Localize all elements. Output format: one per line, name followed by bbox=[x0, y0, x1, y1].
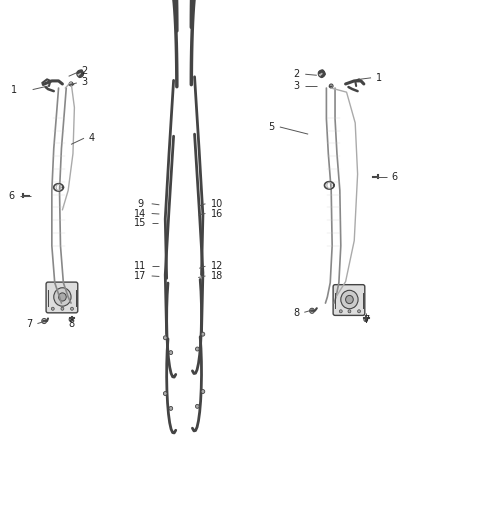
Text: 7: 7 bbox=[26, 318, 33, 329]
Circle shape bbox=[51, 307, 54, 310]
Text: 16: 16 bbox=[211, 208, 223, 219]
Text: 4: 4 bbox=[88, 133, 94, 143]
Circle shape bbox=[71, 307, 73, 310]
Circle shape bbox=[61, 307, 64, 310]
Text: 14: 14 bbox=[134, 208, 146, 219]
Text: 3: 3 bbox=[81, 77, 87, 87]
Text: 6: 6 bbox=[8, 190, 14, 201]
Text: 5: 5 bbox=[268, 122, 275, 132]
Circle shape bbox=[364, 317, 368, 322]
Circle shape bbox=[195, 404, 199, 409]
Circle shape bbox=[346, 295, 353, 304]
Text: 18: 18 bbox=[211, 271, 223, 281]
Circle shape bbox=[163, 336, 167, 340]
Text: 2: 2 bbox=[293, 69, 300, 79]
Text: 15: 15 bbox=[134, 218, 146, 228]
Text: 17: 17 bbox=[134, 271, 146, 281]
Text: 9: 9 bbox=[137, 199, 143, 209]
Circle shape bbox=[201, 332, 205, 336]
Text: 8: 8 bbox=[294, 308, 300, 318]
Circle shape bbox=[169, 407, 173, 411]
Text: 7: 7 bbox=[363, 315, 370, 325]
Circle shape bbox=[341, 290, 358, 309]
Text: 2: 2 bbox=[81, 66, 87, 76]
Circle shape bbox=[54, 288, 71, 306]
Text: 1: 1 bbox=[376, 73, 382, 83]
Circle shape bbox=[348, 310, 351, 313]
Text: 10: 10 bbox=[211, 199, 223, 209]
Circle shape bbox=[169, 351, 173, 355]
FancyBboxPatch shape bbox=[46, 282, 78, 313]
Circle shape bbox=[77, 70, 84, 77]
Text: 1: 1 bbox=[12, 84, 17, 95]
Text: 12: 12 bbox=[211, 261, 223, 271]
Text: 11: 11 bbox=[134, 261, 146, 271]
Circle shape bbox=[59, 293, 66, 301]
Circle shape bbox=[318, 70, 325, 77]
Circle shape bbox=[69, 317, 73, 322]
Circle shape bbox=[42, 318, 47, 324]
Circle shape bbox=[310, 308, 314, 313]
Text: 3: 3 bbox=[294, 81, 300, 91]
Circle shape bbox=[163, 392, 167, 396]
Circle shape bbox=[329, 84, 333, 88]
Circle shape bbox=[358, 310, 360, 313]
Circle shape bbox=[195, 347, 199, 351]
Circle shape bbox=[339, 310, 342, 313]
Circle shape bbox=[201, 390, 205, 394]
Text: 8: 8 bbox=[68, 318, 74, 329]
Text: 6: 6 bbox=[392, 172, 397, 182]
Circle shape bbox=[69, 82, 73, 86]
FancyBboxPatch shape bbox=[333, 285, 365, 315]
